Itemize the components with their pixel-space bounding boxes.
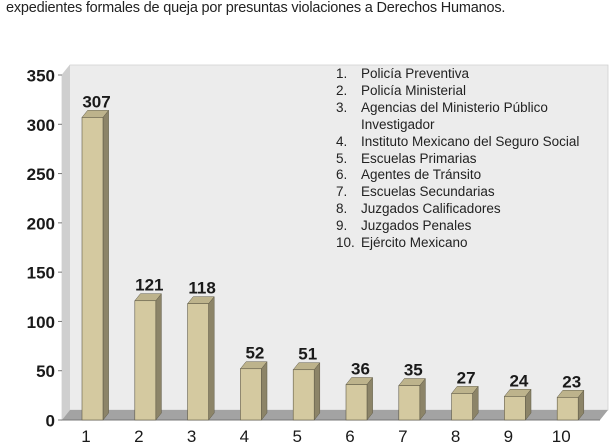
legend-item-number: 9. [336, 218, 348, 234]
legend-item-number: 2. [336, 82, 348, 98]
legend-item-label: Juzgados Calificadores [361, 201, 501, 217]
legend-item: 5. Escuelas Primarias [336, 151, 584, 168]
legend-item-number: 1. [336, 66, 348, 81]
x-tick-label: 5 [292, 427, 301, 443]
bar-data-label: 51 [298, 345, 317, 364]
bar-side [102, 109, 109, 421]
chart-caption: expedientes formales de queja por presun… [6, 0, 506, 16]
bar-front [451, 393, 473, 421]
bar-data-label: 24 [509, 371, 528, 390]
bars: 307 121 118 52 51 36 35 27 24 23 [81, 92, 585, 421]
bar-front [345, 384, 368, 421]
x-tick-label: 1 [81, 427, 90, 443]
legend-item-label: Juzgados Penales [361, 218, 472, 234]
bar: 307 [81, 92, 111, 421]
bar: 23 [556, 372, 585, 421]
bar-front [504, 396, 526, 421]
legend-item: 6. Agentes de Tránsito [336, 167, 584, 184]
bar-front [556, 397, 579, 421]
x-axis-ticks: 1 2 3 4 5 6 7 8 9 10 [81, 427, 570, 443]
x-tick-label: 8 [451, 427, 460, 443]
y-tick-label: 0 [46, 412, 55, 431]
y-tick-label: 200 [27, 214, 55, 233]
bar-data-label: 121 [135, 276, 163, 295]
legend-item-label: Policía Ministerial [361, 82, 467, 98]
y-tick-label: 250 [27, 165, 55, 184]
chart-legend: 1. Policía Preventiva 2. Policía Ministeria… [336, 66, 584, 252]
y-tick-label: 350 [27, 67, 55, 86]
bar-side [261, 361, 268, 421]
legend-item: 1. Policía Preventiva [336, 66, 584, 83]
bar: 27 [451, 368, 479, 421]
bar-data-label: 36 [351, 360, 370, 379]
bar: 118 [187, 279, 216, 421]
legend-item-number: 7. [336, 184, 348, 200]
bar-side [313, 362, 321, 421]
bar-data-label: 35 [404, 361, 423, 380]
legend-item-number: 6. [336, 167, 348, 183]
y-axis-ticks: 0 50 100 150 200 250 300 350 [27, 67, 62, 431]
bar-front [134, 300, 157, 421]
bar-data-label: 27 [457, 368, 476, 387]
legend-item: 2. Policía Ministerial [336, 83, 584, 100]
legend-item-number: 10. [336, 235, 355, 251]
bar-side [366, 376, 373, 421]
y-tick-label: 150 [27, 264, 55, 283]
x-tick-label: 3 [187, 427, 196, 443]
legend-item-number: 5. [336, 150, 348, 166]
bar-side [208, 295, 215, 421]
legend-item-label: Agentes de Tránsito [361, 167, 482, 183]
bar-front [398, 385, 421, 421]
legend-item-number: 4. [336, 133, 348, 149]
legend-item-number: 8. [336, 201, 348, 217]
bar-front [292, 369, 315, 421]
bar-data-label: 23 [562, 372, 581, 391]
bar-front [240, 368, 262, 421]
bar-side [155, 293, 162, 421]
legend-item-label: Agencias del Ministerio Público Investig… [361, 99, 548, 132]
bar: 36 [345, 360, 374, 421]
bar: 52 [239, 344, 268, 421]
legend-item-label: Instituto Mexicano del Seguro Social [361, 133, 580, 149]
y-tick-label: 300 [27, 116, 55, 135]
legend-item-label: Policía Preventiva [361, 66, 470, 81]
bar: 35 [398, 361, 426, 421]
bar-data-label: 52 [245, 344, 264, 363]
y-tick-label: 50 [36, 362, 55, 381]
legend-item-label: Ejército Mexicano [361, 235, 468, 251]
x-tick-label: 2 [134, 427, 143, 443]
legend-item: 8. Juzgados Calificadores [336, 201, 584, 218]
legend-item: 9. Juzgados Penales [336, 218, 584, 235]
bar: 121 [134, 276, 163, 421]
bar: 51 [292, 345, 321, 421]
legend-item-label: Escuelas Secundarias [361, 184, 495, 200]
bar-front [81, 117, 104, 421]
x-tick-label: 7 [398, 427, 407, 443]
x-tick-label: 9 [504, 427, 513, 443]
bar-data-label: 307 [82, 92, 110, 111]
legend-item: 7. Escuelas Secundarias [336, 184, 584, 201]
legend-item-number: 3. [336, 99, 348, 115]
bar: 24 [503, 371, 532, 421]
x-tick-label: 6 [345, 427, 354, 443]
legend-item-label: Escuelas Primarias [361, 150, 477, 166]
legend-item: 10. Ejército Mexicano [336, 235, 584, 252]
legend-item: 4. Instituto Mexicano del Seguro Social [336, 134, 584, 151]
legend-item: 3. Agencias del Ministerio Público Invest… [336, 100, 584, 134]
x-tick-label: 10 [552, 427, 571, 443]
side-wall [62, 65, 70, 420]
x-tick-label: 4 [240, 427, 249, 443]
y-tick-label: 100 [27, 313, 55, 332]
bar-data-label: 118 [188, 279, 215, 298]
bar-front [187, 303, 209, 421]
